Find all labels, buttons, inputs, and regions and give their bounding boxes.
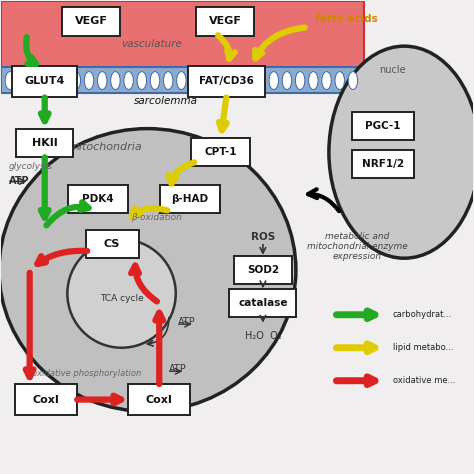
Text: HKII: HKII [32, 138, 58, 148]
Text: oxidative phosphorylation: oxidative phosphorylation [32, 369, 141, 378]
Text: ROS: ROS [251, 232, 275, 242]
Text: PDK4: PDK4 [82, 194, 114, 204]
FancyBboxPatch shape [160, 185, 220, 213]
Ellipse shape [269, 72, 278, 90]
Text: ATP: ATP [9, 176, 29, 186]
Ellipse shape [229, 72, 239, 90]
Ellipse shape [348, 72, 357, 90]
FancyBboxPatch shape [352, 150, 414, 178]
FancyBboxPatch shape [12, 66, 77, 97]
Text: H₂O  O₂: H₂O O₂ [245, 331, 281, 341]
Ellipse shape [295, 72, 305, 90]
Text: catalase: catalase [238, 298, 288, 308]
Text: ATP: ATP [169, 364, 186, 374]
Ellipse shape [45, 72, 54, 90]
Ellipse shape [5, 72, 15, 90]
Ellipse shape [329, 46, 474, 258]
FancyBboxPatch shape [15, 384, 77, 415]
Ellipse shape [150, 72, 160, 90]
FancyBboxPatch shape [128, 384, 191, 415]
Text: VEGF: VEGF [209, 16, 242, 26]
Ellipse shape [98, 72, 107, 90]
Ellipse shape [111, 72, 120, 90]
Ellipse shape [18, 72, 28, 90]
FancyBboxPatch shape [68, 185, 128, 213]
Ellipse shape [71, 72, 81, 90]
Text: fatty acids: fatty acids [315, 14, 377, 24]
Text: VEGF: VEGF [74, 16, 107, 26]
Text: vasculature: vasculature [122, 39, 182, 49]
Text: CoxI: CoxI [33, 394, 60, 405]
Text: oxidative me...: oxidative me... [392, 376, 455, 385]
Ellipse shape [32, 72, 41, 90]
Text: CoxI: CoxI [146, 394, 173, 405]
Ellipse shape [216, 72, 226, 90]
FancyBboxPatch shape [234, 256, 292, 284]
Text: GLUT4: GLUT4 [25, 76, 65, 86]
Text: PGC-1: PGC-1 [365, 121, 401, 131]
Ellipse shape [177, 72, 186, 90]
Ellipse shape [84, 72, 94, 90]
Ellipse shape [256, 72, 265, 90]
Text: mitochondria: mitochondria [68, 143, 142, 153]
Text: NRF1/2: NRF1/2 [362, 159, 404, 169]
Ellipse shape [335, 72, 345, 90]
FancyBboxPatch shape [229, 289, 296, 317]
FancyBboxPatch shape [189, 66, 265, 97]
Ellipse shape [322, 72, 331, 90]
Ellipse shape [0, 128, 296, 411]
Circle shape [67, 239, 176, 348]
Ellipse shape [124, 72, 133, 90]
FancyBboxPatch shape [16, 128, 73, 157]
FancyBboxPatch shape [62, 7, 119, 36]
FancyBboxPatch shape [86, 230, 138, 258]
Text: sarcolemma: sarcolemma [134, 96, 198, 106]
Text: lipid metabo...: lipid metabo... [392, 343, 453, 352]
Text: CS: CS [104, 239, 120, 249]
Text: ATP: ATP [178, 317, 196, 327]
Text: metabolic and
mitochondrial enzyme
expression: metabolic and mitochondrial enzyme expre… [307, 231, 408, 261]
FancyBboxPatch shape [1, 1, 364, 70]
Ellipse shape [203, 72, 212, 90]
FancyBboxPatch shape [191, 138, 250, 166]
Text: carbohydrat...: carbohydrat... [392, 310, 452, 319]
Ellipse shape [58, 72, 67, 90]
Ellipse shape [190, 72, 199, 90]
FancyBboxPatch shape [352, 112, 414, 140]
Text: CPT-1: CPT-1 [204, 147, 237, 157]
Text: FAT/CD36: FAT/CD36 [199, 76, 254, 86]
Text: TCA cycle: TCA cycle [100, 294, 144, 303]
FancyBboxPatch shape [197, 7, 254, 36]
Ellipse shape [243, 72, 252, 90]
Ellipse shape [164, 72, 173, 90]
Ellipse shape [137, 72, 146, 90]
Text: β-HAD: β-HAD [171, 194, 209, 204]
FancyBboxPatch shape [1, 67, 364, 93]
Ellipse shape [309, 72, 318, 90]
Text: glycolysis: glycolysis [9, 162, 53, 171]
Ellipse shape [282, 72, 292, 90]
Text: β-oxidation: β-oxidation [131, 213, 182, 222]
Text: nucle: nucle [379, 65, 406, 75]
Text: SOD2: SOD2 [247, 265, 279, 275]
